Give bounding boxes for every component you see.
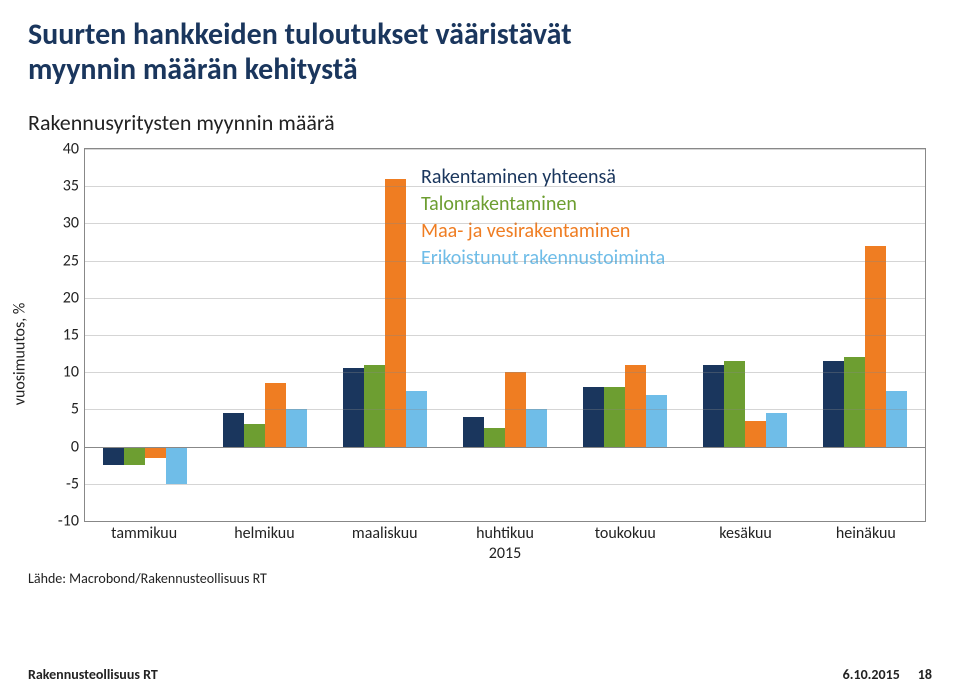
bar bbox=[484, 428, 505, 447]
bar bbox=[745, 421, 766, 447]
legend-item: Talonrakentaminen bbox=[421, 191, 665, 218]
footer-left: Rakennusteollisuus RT bbox=[28, 666, 158, 683]
bar bbox=[364, 365, 385, 447]
grid-line bbox=[85, 223, 925, 224]
y-tick: 25 bbox=[37, 251, 85, 270]
bar bbox=[145, 447, 166, 458]
bar bbox=[286, 409, 307, 446]
x-tick: tammikuu bbox=[111, 524, 177, 543]
grid-line bbox=[85, 484, 925, 485]
source-text: Lähde: Macrobond/Rakennusteollisuus RT bbox=[28, 570, 932, 587]
bar bbox=[865, 246, 886, 447]
y-tick: 40 bbox=[37, 140, 85, 159]
footer-page: 18 bbox=[918, 666, 932, 683]
chart-wrap: vuosimuutos, % Rakentaminen yhteensäTalo… bbox=[28, 144, 932, 564]
chart-subtitle: Rakennusyritysten myynnin määrä bbox=[28, 109, 932, 136]
y-tick: -5 bbox=[37, 474, 85, 493]
x-tick-year: 2015 bbox=[489, 544, 521, 563]
grid-line bbox=[85, 298, 925, 299]
bar bbox=[223, 413, 244, 446]
grid-line bbox=[85, 335, 925, 336]
grid-line bbox=[85, 409, 925, 410]
grid-line bbox=[85, 447, 925, 448]
bar bbox=[766, 413, 787, 446]
bar bbox=[463, 417, 484, 447]
bar bbox=[604, 387, 625, 447]
x-tick: kesäkuu bbox=[719, 524, 772, 543]
bar bbox=[265, 383, 286, 446]
bar bbox=[124, 447, 145, 466]
bar bbox=[823, 361, 844, 447]
bar bbox=[886, 391, 907, 447]
bar bbox=[526, 409, 547, 446]
chart-plot: Rakentaminen yhteensäTalonrakentaminenMa… bbox=[84, 148, 926, 522]
grid-line bbox=[85, 186, 925, 187]
bar bbox=[724, 361, 745, 447]
y-tick: 30 bbox=[37, 214, 85, 233]
grid-line bbox=[85, 372, 925, 373]
y-tick: 35 bbox=[37, 177, 85, 196]
y-axis-label: vuosimuutos, % bbox=[11, 303, 30, 406]
bar bbox=[103, 447, 124, 466]
page-footer: Rakennusteollisuus RT 6.10.2015 18 bbox=[28, 666, 932, 683]
y-tick: 5 bbox=[37, 400, 85, 419]
x-tick: maaliskuu bbox=[352, 524, 418, 543]
x-ticks: tammikuu helmikuu maaliskuu huhtikuu2015 tou… bbox=[84, 524, 926, 564]
bar bbox=[625, 365, 646, 447]
y-tick: -10 bbox=[37, 512, 85, 531]
footer-date: 6.10.2015 bbox=[843, 666, 900, 683]
x-tick: helmikuu bbox=[234, 524, 294, 543]
grid-line bbox=[85, 149, 925, 150]
page-title-line1: Suurten hankkeiden tuloutukset vääristäv… bbox=[28, 18, 932, 53]
bar bbox=[703, 365, 724, 447]
y-tick: 0 bbox=[37, 437, 85, 456]
grid-line bbox=[85, 521, 925, 522]
bar bbox=[343, 368, 364, 446]
bar bbox=[385, 179, 406, 447]
y-tick: 15 bbox=[37, 326, 85, 345]
page-title-line2: myynnin määrän kehitystä bbox=[28, 53, 932, 88]
bar bbox=[406, 391, 427, 447]
bar bbox=[646, 395, 667, 447]
x-tick: toukokuu bbox=[595, 524, 656, 543]
x-tick: huhtikuu bbox=[476, 524, 534, 543]
bar bbox=[844, 357, 865, 446]
bar bbox=[244, 424, 265, 446]
x-tick: heinäkuu bbox=[836, 524, 896, 543]
legend-item: Erikoistunut rakennustoiminta bbox=[421, 245, 665, 272]
legend-item: Maa- ja vesirakentaminen bbox=[421, 218, 665, 245]
bar bbox=[583, 387, 604, 447]
y-tick: 20 bbox=[37, 288, 85, 307]
chart-legend: Rakentaminen yhteensäTalonrakentaminenMa… bbox=[421, 164, 665, 272]
bar bbox=[166, 447, 187, 484]
grid-line bbox=[85, 261, 925, 262]
y-tick: 10 bbox=[37, 363, 85, 382]
